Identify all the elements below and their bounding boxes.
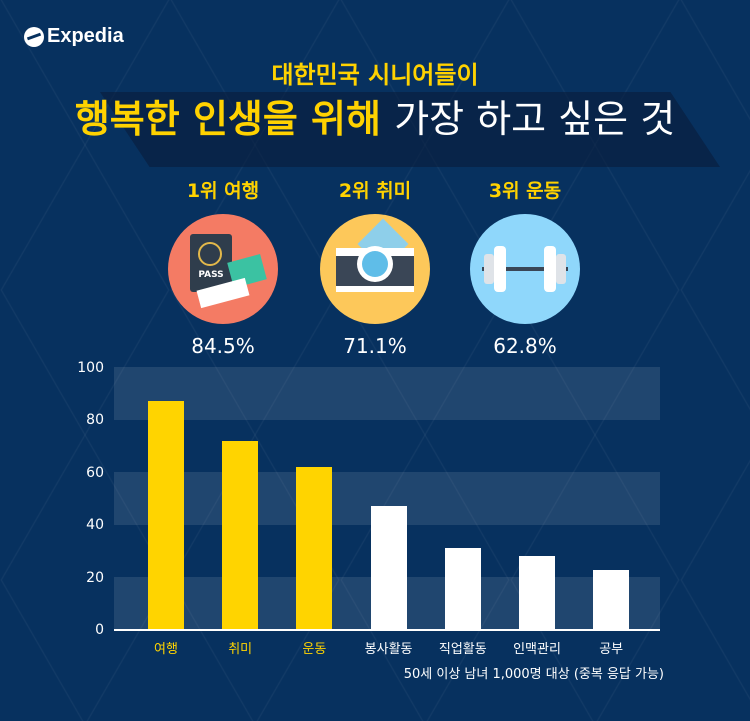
expedia-logo: Expedia [24,25,124,48]
rank-1-label: 1위 여행 [186,180,260,202]
rank-1-percent: 84.5% [191,334,255,358]
survey-note: 50세 이상 남녀 1,000명 대상 (중복 응답 가능) [403,667,664,682]
bar-취미 [222,440,259,630]
title-line2: 행복한 인생을 위해 가장 하고 싶은 것 [0,88,750,143]
rank-3-label: 3위 운동 [488,180,562,202]
x-label: 인맥관리 [513,642,561,657]
y-tick-0: 0 [95,622,104,638]
y-tick-100: 100 [77,360,104,376]
x-label: 봉사활동 [364,642,413,657]
grid-band [114,367,660,420]
title-shadow [100,92,720,167]
x-axis-line [114,629,660,631]
dumbbell-icon [470,214,580,324]
bar-여행 [148,401,184,630]
x-label: 공부 [599,642,624,657]
bar-봉사활동 [370,506,407,630]
bar-인맥관리 [519,556,555,630]
camera-icon [320,214,430,324]
rank-2-label: 2위 취미 [338,180,412,202]
passport-icon: PASS [168,214,278,324]
bar-직업활동 [444,548,481,630]
bar-chart [114,367,660,630]
rank-3-percent: 62.8% [493,334,557,358]
title-rest: 가장 하고 싶은 것 [394,97,676,141]
x-label: 여행 [154,642,178,657]
bar-운동 [296,466,333,630]
logo-text: Expedia [47,25,124,47]
plane-globe-icon [24,26,44,47]
y-tick-40: 40 [86,517,104,533]
x-label: 운동 [302,642,327,657]
x-label: 직업활동 [438,642,487,657]
title-line1: 대한민국 시니어들이 [271,61,479,89]
x-label: 취미 [228,642,253,657]
y-tick-20: 20 [86,570,104,586]
rank-2-percent: 71.1% [343,334,407,358]
y-tick-80: 80 [86,412,104,428]
bar-공부 [593,569,630,630]
title-highlight: 행복한 인생을 위해 [74,97,381,141]
y-tick-60: 60 [86,465,104,481]
